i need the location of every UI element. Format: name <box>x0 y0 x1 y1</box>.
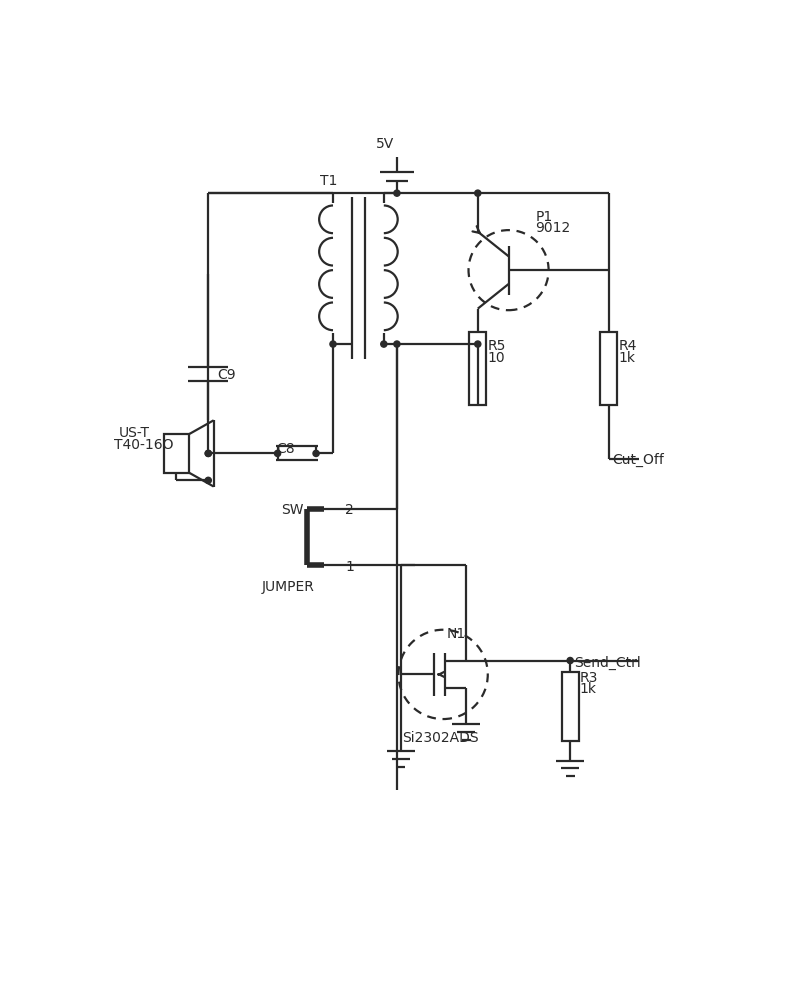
Text: R4: R4 <box>619 339 637 353</box>
Circle shape <box>205 477 211 483</box>
Text: T1: T1 <box>320 174 337 188</box>
Text: 1: 1 <box>345 560 354 574</box>
Bar <box>600 332 617 405</box>
Text: P1: P1 <box>536 210 552 224</box>
Text: C9: C9 <box>217 368 236 382</box>
Bar <box>164 434 189 473</box>
Text: 10: 10 <box>488 351 505 365</box>
Text: JUMPER: JUMPER <box>262 580 315 594</box>
Text: 1k: 1k <box>579 682 597 696</box>
Text: R3: R3 <box>579 671 598 685</box>
Circle shape <box>274 450 281 456</box>
Text: N1: N1 <box>447 627 466 641</box>
Circle shape <box>330 341 336 347</box>
Circle shape <box>474 190 481 196</box>
Bar <box>470 332 486 405</box>
Bar <box>562 672 578 741</box>
Text: 2: 2 <box>345 503 354 517</box>
Text: C8: C8 <box>276 442 295 456</box>
Circle shape <box>313 450 319 456</box>
Text: 5V: 5V <box>376 137 395 151</box>
Text: T40-16O: T40-16O <box>114 438 174 452</box>
Text: R5: R5 <box>488 339 506 353</box>
Text: Cut_Off: Cut_Off <box>612 453 664 467</box>
Text: US-T: US-T <box>119 426 150 440</box>
Text: Send_Ctrl: Send_Ctrl <box>574 656 641 670</box>
Circle shape <box>394 190 400 196</box>
Text: SW: SW <box>281 503 303 517</box>
Circle shape <box>394 341 400 347</box>
Text: 9012: 9012 <box>536 222 571 235</box>
Circle shape <box>567 657 573 664</box>
Circle shape <box>205 450 211 456</box>
Circle shape <box>205 450 211 456</box>
Circle shape <box>474 341 481 347</box>
Text: Si2302ADS: Si2302ADS <box>403 731 479 745</box>
Text: 1k: 1k <box>619 351 636 365</box>
Circle shape <box>381 341 387 347</box>
